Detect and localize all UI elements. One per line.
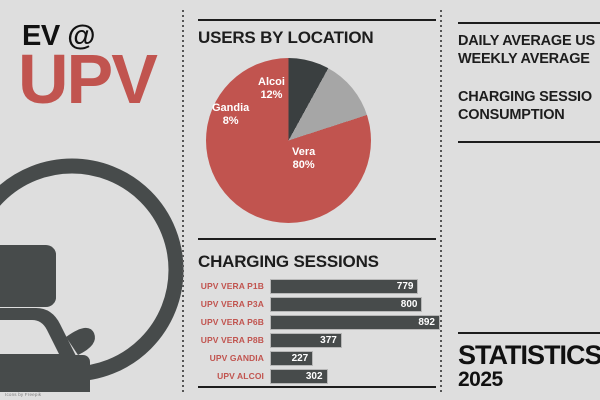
- bar-value-label: 302: [305, 370, 323, 382]
- sessions-section-title: CHARGING SESSIONS: [198, 252, 379, 271]
- kpi-line: CONSUMPTION: [458, 106, 565, 123]
- bar-value-label: 377: [320, 334, 337, 346]
- kpi-block-sessions: CHARGING SESSIO CONSUMPTION: [458, 89, 592, 125]
- bar-value-label: 800: [400, 298, 418, 310]
- bar-fill: 800: [270, 296, 423, 312]
- divider-left-dotted: [182, 10, 184, 394]
- bar-value-label: 779: [396, 280, 414, 292]
- pie-label-gandia: Gandia 8%: [212, 102, 249, 127]
- kpi-line: WEEKLY AVERAGE: [458, 50, 590, 67]
- bar-track: 302: [270, 368, 440, 384]
- bar-fill: 302: [270, 368, 328, 384]
- bar-row: UPV ALCOI 302: [198, 368, 440, 384]
- footer-year: 2025: [458, 368, 503, 391]
- bar-fill: 377: [270, 332, 342, 348]
- bar-track: 779: [270, 278, 440, 294]
- brand-prefix: EV @: [22, 20, 96, 52]
- bar-track: 227: [270, 350, 440, 366]
- kpi-block-users: DAILY AVERAGE US WEEKLY AVERAGE: [458, 33, 595, 69]
- bar-fill: 779: [270, 278, 419, 294]
- bar-row: UPV GANDIA 227: [198, 350, 440, 366]
- bar-category-label: UPV VERA P1B: [200, 281, 264, 291]
- bar-row: UPV VERA P3A 800: [198, 296, 440, 312]
- bar-row: UPV VERA P6B 892: [198, 314, 440, 330]
- pie-label-gandia-value: 8%: [222, 114, 239, 127]
- bar-value-label: 892: [418, 316, 435, 328]
- kpi-line: DAILY AVERAGE US: [458, 33, 595, 49]
- rule-right-middle: [458, 141, 600, 143]
- bar-category-label: UPV GANDIA: [209, 353, 264, 363]
- pie-label-gandia-name: Gandia: [212, 102, 250, 114]
- rule-right-bottom: [458, 332, 600, 334]
- rule-above-sessions: [198, 238, 436, 240]
- bar-fill: 227: [270, 350, 314, 366]
- bar-category-label: UPV VERA P6B: [200, 317, 264, 327]
- footer-title: STATISTICS: [458, 340, 600, 370]
- bar-track: 892: [270, 314, 440, 330]
- bar-fill: 892: [270, 314, 440, 330]
- divider-right-dotted: [440, 10, 442, 394]
- brand-column: EV @ UPV Icons by: [0, 0, 184, 400]
- rule-below-sessions: [198, 386, 436, 388]
- pie-label-vera-value: 80%: [292, 158, 315, 171]
- kpi-line: CHARGING SESSIO: [458, 89, 592, 105]
- pie-label-vera-name: Vera: [292, 146, 316, 158]
- users-by-location-pie-chart: Vera 80% Alcoi 12% Gandia 8%: [206, 58, 371, 223]
- pie-label-vera: Vera 80%: [292, 146, 315, 171]
- ev-car-charging-icon: [0, 158, 184, 392]
- kpi-column: DAILY AVERAGE US WEEKLY AVERAGE CHARGING …: [440, 0, 600, 400]
- rule-above-users: [198, 19, 436, 21]
- bar-row: UPV VERA P1B 779: [198, 278, 440, 294]
- users-section-title: USERS BY LOCATION: [198, 28, 374, 47]
- charging-sessions-bar-chart: UPV VERA P1B 779 UPV VERA P3A 800 UPV VERA P…: [198, 278, 440, 386]
- attribution-credit: Icons by Freepik: [5, 392, 42, 397]
- bar-category-label: UPV ALCOI: [217, 371, 264, 381]
- rule-right-top: [458, 22, 600, 24]
- charts-column: USERS BY LOCATION Vera 80% Alcoi 12% Gan…: [182, 0, 440, 400]
- pie-label-alcoi-name: Alcoi: [258, 76, 285, 88]
- bar-track: 377: [270, 332, 440, 348]
- bar-track: 800: [270, 296, 440, 312]
- pie-label-alcoi-value: 12%: [260, 88, 283, 101]
- brand-name: UPV: [18, 40, 158, 118]
- bar-value-label: 227: [291, 352, 309, 364]
- pie-label-alcoi: Alcoi 12%: [258, 76, 285, 101]
- pie-slices: [206, 58, 371, 223]
- bar-row: UPV VERA P8B 377: [198, 332, 440, 348]
- bar-category-label: UPV VERA P3A: [200, 299, 264, 309]
- bar-category-label: UPV VERA P8B: [200, 335, 264, 345]
